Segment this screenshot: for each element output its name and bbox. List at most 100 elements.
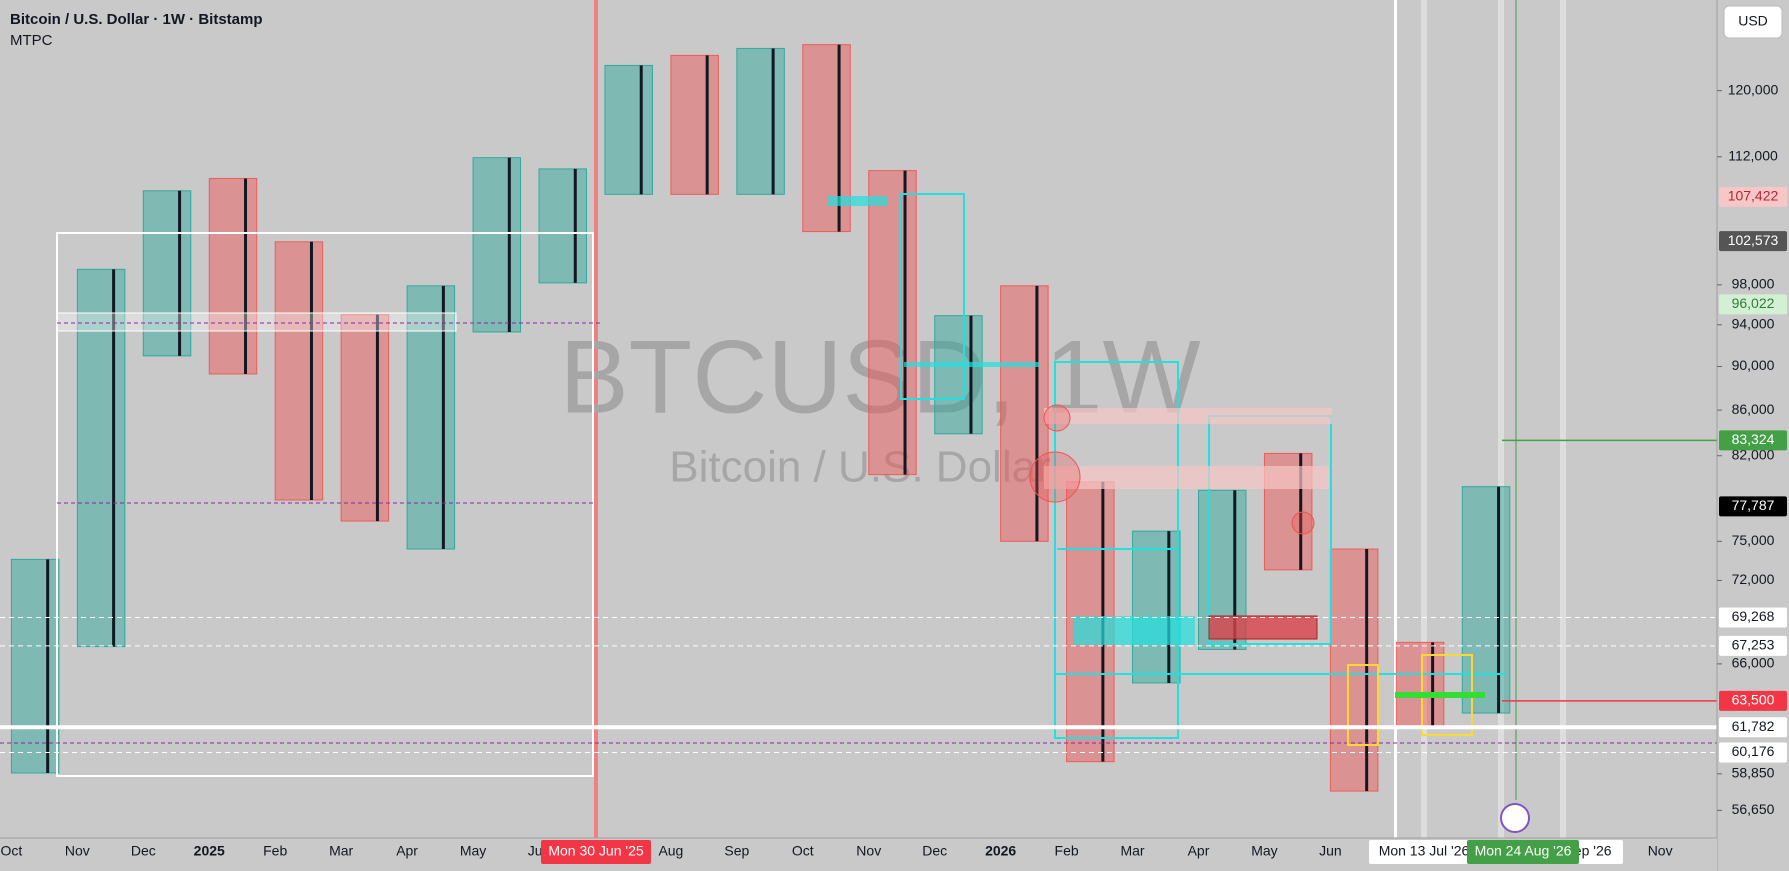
y-tick-label: 66,000: [1732, 655, 1775, 671]
month-box: [736, 47, 785, 195]
month-box: [208, 177, 258, 375]
title: Bitcoin / U.S. Dollar · 1W · Bitstamp: [10, 11, 263, 28]
pink-zone: [1044, 408, 1332, 424]
month-box: [142, 190, 192, 357]
month-box: [1000, 285, 1049, 542]
x-tick-label: May: [460, 843, 486, 859]
month-box: [1395, 641, 1445, 728]
month-box: [538, 168, 587, 284]
currency-button[interactable]: [1723, 5, 1783, 39]
x-tick-label: 2025: [194, 843, 225, 859]
annotations: [0, 193, 1717, 833]
month-box: [340, 314, 390, 522]
x-tick-label: Oct: [1, 843, 23, 859]
indicator: MTPC: [10, 32, 53, 49]
price-label: 77,787: [1732, 497, 1775, 513]
icon[interactable]: [1500, 803, 1530, 833]
month-box: [472, 157, 522, 333]
yellow-box: [1347, 664, 1379, 746]
month-box: [934, 315, 983, 435]
y-tick-label: 58,850: [1732, 765, 1775, 781]
watermark-subtitle: Bitcoin / U.S. Dollar: [669, 443, 1050, 492]
price-label-bg: [1719, 430, 1787, 451]
month-box: [670, 54, 719, 195]
price-label-bg: [1719, 294, 1787, 315]
month-box: [76, 268, 126, 648]
x-tick-label: Apr: [1188, 843, 1210, 859]
y-tick-label: 112,000: [1728, 148, 1778, 164]
x-tick-label: Nov: [856, 843, 881, 859]
date-label: Mon 24 Aug '26: [1475, 843, 1572, 859]
price-label-bg: [1719, 717, 1787, 738]
x-tick-label: Aug: [658, 843, 683, 859]
month-box: [868, 170, 917, 476]
price-label-bg: [1719, 690, 1787, 711]
red-zone: [1208, 615, 1318, 640]
date-label-bg: [1467, 840, 1579, 864]
range-box: [56, 232, 594, 777]
month-box: [1461, 486, 1511, 714]
cursor-line: [1394, 0, 1397, 838]
x-tick-label: Oct: [792, 843, 814, 859]
price-label: 63,500: [1732, 692, 1775, 708]
cyan-line: [1055, 673, 1505, 675]
price-label-bg: [1719, 607, 1787, 628]
y-tick-label: 98,000: [1732, 276, 1775, 292]
month-box: [1132, 530, 1181, 684]
cursor-band: [1421, 0, 1427, 838]
x-tick-label: Apr: [396, 843, 418, 859]
cyan-box: [900, 193, 965, 400]
price-label: 83,324: [1732, 431, 1775, 447]
x-tick-label: May: [1251, 843, 1277, 859]
cyan-zone: [904, 362, 1040, 367]
green-zone: [1395, 692, 1485, 698]
cyan-zone: [1073, 616, 1195, 645]
x-tick-label: Nov: [65, 843, 90, 859]
y-tick-label: 94,000: [1732, 316, 1775, 332]
marker-circle: [1291, 511, 1315, 535]
month-box: [274, 241, 324, 501]
x-tick-label: Feb: [263, 843, 287, 859]
price-label: 96,022: [1732, 295, 1775, 311]
month-box: [802, 44, 851, 233]
x-tick-label: Nov: [1648, 843, 1673, 859]
price-label-bg: [1719, 496, 1787, 517]
zone: [56, 312, 457, 332]
price-label: 61,782: [1732, 718, 1775, 734]
price-label: 107,422: [1728, 188, 1779, 204]
cyan-line: [1057, 548, 1179, 550]
x-tick-label: Feb: [1055, 843, 1079, 859]
date-label-bg: [541, 840, 651, 864]
cursor-band: [1498, 0, 1504, 838]
axis-labels: 120,000 112,000 98,000 94,000 90,000 86,000 82…: [1, 81, 1787, 864]
month-box: [1329, 548, 1379, 792]
month-box: [10, 558, 60, 774]
month-box: [604, 64, 653, 195]
y-tick-label: 82,000: [1732, 446, 1775, 462]
price-label-bg: [1719, 231, 1787, 252]
x-tick-label: Jun: [1319, 843, 1342, 859]
marker-circle: [1043, 404, 1071, 432]
cyan-zone: [827, 196, 887, 206]
x-tick-label: 2026: [985, 843, 1016, 859]
y-tick-label: 75,000: [1732, 532, 1775, 548]
x-tick-label: Dec: [131, 843, 156, 859]
price-label: 60,176: [1732, 743, 1775, 759]
marker-circle: [1029, 451, 1081, 503]
date-label: Mon 13 Jul '26: [1379, 843, 1470, 859]
month-box: [406, 285, 456, 550]
price-label: 102,573: [1728, 232, 1779, 248]
x-tick-label: Sep: [724, 843, 749, 859]
price-label: 69,268: [1732, 608, 1775, 624]
x-tick-label: Mar: [1120, 843, 1144, 859]
pink-zone: [1044, 466, 1329, 489]
price-lines: [0, 439, 1717, 753]
y-tick-label: 90,000: [1732, 357, 1775, 373]
y-tick-label: 72,000: [1732, 571, 1775, 587]
date-label: Mon 30 Jun '25: [548, 843, 644, 859]
y-tick-label: 120,000: [1728, 81, 1779, 97]
x-tick-label: Mar: [329, 843, 353, 859]
x-tick-label: Dec: [922, 843, 947, 859]
currency[interactable]: USD: [1738, 13, 1768, 29]
